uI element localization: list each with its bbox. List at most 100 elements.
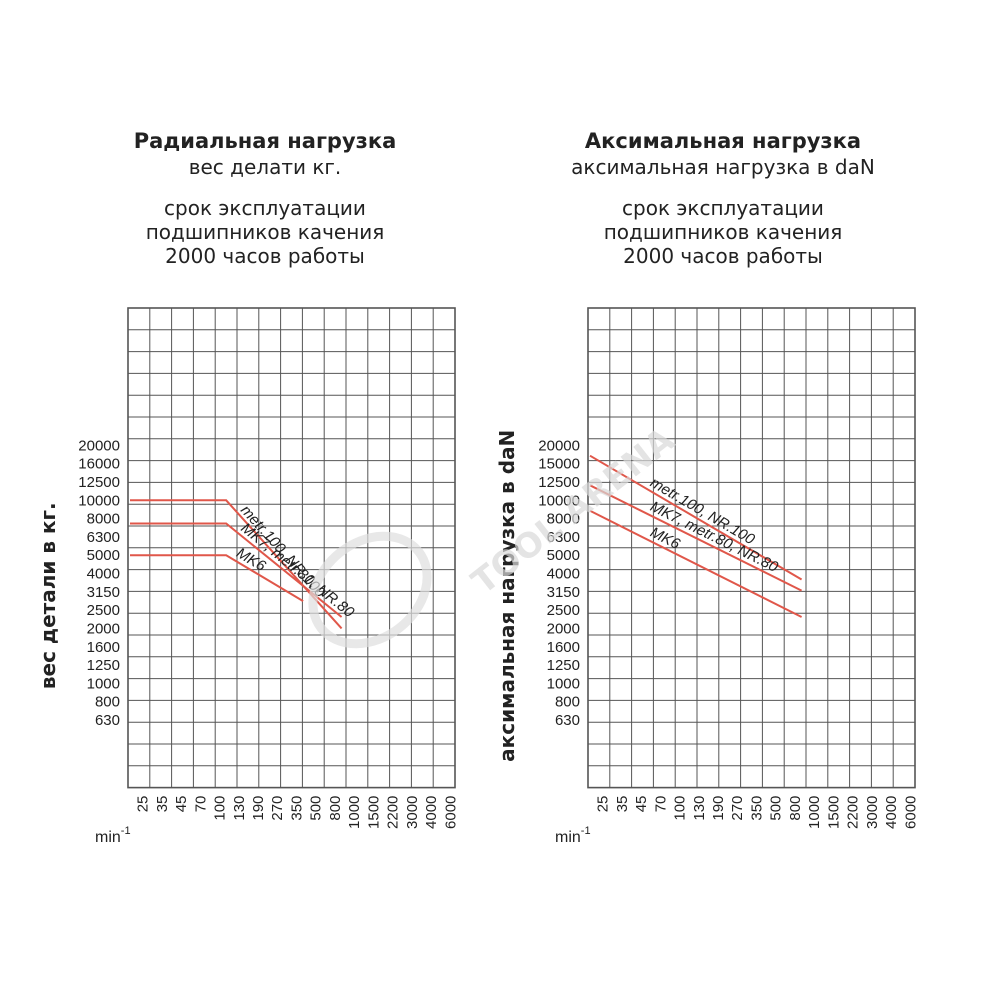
left-x-tick-label: 6000 [442, 796, 459, 829]
right-x-tick-label: 35 [614, 796, 631, 813]
left-lifetime-line-3: 2000 часов работы [165, 244, 365, 268]
left-x-tick-label: 1500 [365, 796, 382, 829]
right-x-tick-label: 2200 [845, 796, 862, 829]
right-y-tick-label: 3150 [547, 584, 580, 601]
right-x-tick-label: 45 [633, 796, 650, 813]
watermark-logo [308, 531, 432, 649]
left-y-tick-label: 4000 [87, 566, 120, 583]
left-x-tick-label: 130 [231, 796, 248, 821]
right-y-tick-label: 6300 [547, 529, 580, 546]
left-x-tick-label: 35 [154, 796, 171, 813]
left-y-tick-label: 3150 [87, 584, 120, 601]
right-x-tick-label: 350 [748, 796, 765, 821]
right-y-tick-label: 15000 [538, 456, 580, 473]
left-series [130, 499, 343, 630]
left-chart-title: Радиальная нагрузка [133, 129, 397, 153]
left-x-tick-label: 25 [135, 796, 152, 813]
left-chart-subtitle: вес делати кг. [188, 155, 342, 179]
right-y-tick-label: 20000 [538, 437, 580, 454]
left-x-tick-label: 4000 [423, 796, 440, 829]
right-y-tick-label: 12500 [538, 474, 580, 491]
right-x-axis-label-exponent: -1 [581, 825, 591, 837]
right-y-tick-label: 8000 [547, 511, 580, 528]
left-y-tick-label: 6300 [87, 529, 120, 546]
right-y-tick-label: 630 [555, 712, 580, 729]
left-x-ticks: 25 35 45 70 100 130 190 270 350 500 800 1000 1500 220… [135, 796, 460, 829]
left-x-tick-label: 800 [327, 796, 344, 821]
left-y-tick-label: 20000 [78, 437, 120, 454]
right-chart: 2000015000125001000080006300500040003150… [495, 307, 920, 846]
left-chart-header: Радиальная нагрузка вес делати кг. срок … [55, 128, 475, 268]
left-y-tick-label: 800 [95, 694, 120, 711]
left-y-tick-label: 1000 [87, 675, 120, 692]
left-y-axis-title: вес детали в кг. [36, 502, 60, 689]
right-chart-header: Аксимальная нагрузка аксимальная нагрузк… [513, 128, 933, 268]
right-x-tick-label: 800 [787, 796, 804, 821]
right-y-tick-label: 4000 [547, 566, 580, 583]
left-x-tick-label: 500 [308, 796, 325, 821]
right-chart-subtitle: аксимальная нагрузка в daN [571, 155, 875, 179]
left-y-tick-label: 1250 [87, 657, 120, 674]
left-chart: 2000016000125001000080006300500040003150… [36, 307, 460, 846]
left-y-tick-label: 2500 [87, 602, 120, 619]
right-series-line-3 [589, 509, 803, 618]
left-series-line-3 [130, 554, 304, 603]
left-x-axis-label: min-1 [95, 825, 131, 846]
right-x-tick-label: 100 [672, 796, 689, 821]
left-x-tick-label: 2200 [385, 796, 402, 829]
right-x-tick-label: 25 [595, 796, 612, 813]
left-y-tick-label: 5000 [87, 547, 120, 564]
left-x-axis-label-exponent: -1 [121, 825, 131, 837]
right-y-axis-title: аксимальная нагрузка в daN [495, 430, 519, 762]
left-x-tick-label: 270 [269, 796, 286, 821]
left-series-line-2 [130, 522, 343, 618]
right-y-tick-label: 800 [555, 694, 580, 711]
right-lifetime-line-1: срок эксплуатации [622, 196, 824, 220]
right-x-tick-label: 6000 [902, 796, 919, 829]
left-x-tick-label: 3000 [404, 796, 421, 829]
right-x-tick-label: 130 [691, 796, 708, 821]
right-y-tick-label: 2500 [547, 602, 580, 619]
right-x-tick-label: 1000 [806, 796, 823, 829]
right-lifetime-line-2: подшипников качения [603, 220, 843, 244]
right-x-tick-label: 70 [652, 796, 669, 813]
right-x-tick-label: 4000 [883, 796, 900, 829]
right-x-tick-label: 3000 [864, 796, 881, 829]
right-y-tick-label: 5000 [547, 547, 580, 564]
right-x-tick-label: 270 [729, 796, 746, 821]
left-x-tick-label: 1000 [346, 796, 363, 829]
left-x-tick-label: 190 [250, 796, 267, 821]
right-x-tick-label: 190 [710, 796, 727, 821]
right-y-tick-label: 1600 [547, 639, 580, 656]
left-lifetime-line-2: подшипников качения [145, 220, 385, 244]
left-x-tick-label: 70 [192, 796, 209, 813]
left-x-tick-label: 100 [212, 796, 229, 821]
right-grid [588, 308, 915, 788]
right-series-line-1 [589, 454, 803, 581]
right-x-axis-label: min-1 [555, 825, 591, 846]
right-y-tick-label: 1000 [547, 675, 580, 692]
right-y-tick-label: 1250 [547, 657, 580, 674]
left-y-tick-label: 2000 [87, 620, 120, 637]
left-y-tick-label: 16000 [78, 456, 120, 473]
left-x-tick-label: 45 [173, 796, 190, 813]
right-x-tick-label: 500 [768, 796, 785, 821]
left-x-tick-label: 350 [288, 796, 305, 821]
right-x-ticks: 25 35 45 70 100 130 190 270 350 500 800 1000 1500 220… [595, 796, 920, 829]
left-y-tick-label: 10000 [78, 492, 120, 509]
right-y-tick-label: 2000 [547, 620, 580, 637]
right-chart-title: Аксимальная нагрузка [584, 129, 862, 153]
left-y-tick-label: 8000 [87, 511, 120, 528]
left-y-tick-label: 1600 [87, 639, 120, 656]
left-y-tick-label: 630 [95, 712, 120, 729]
left-y-tick-label: 12500 [78, 474, 120, 491]
right-x-tick-label: 1500 [825, 796, 842, 829]
left-lifetime-line-1: срок эксплуатации [164, 196, 366, 220]
right-series [589, 454, 803, 618]
